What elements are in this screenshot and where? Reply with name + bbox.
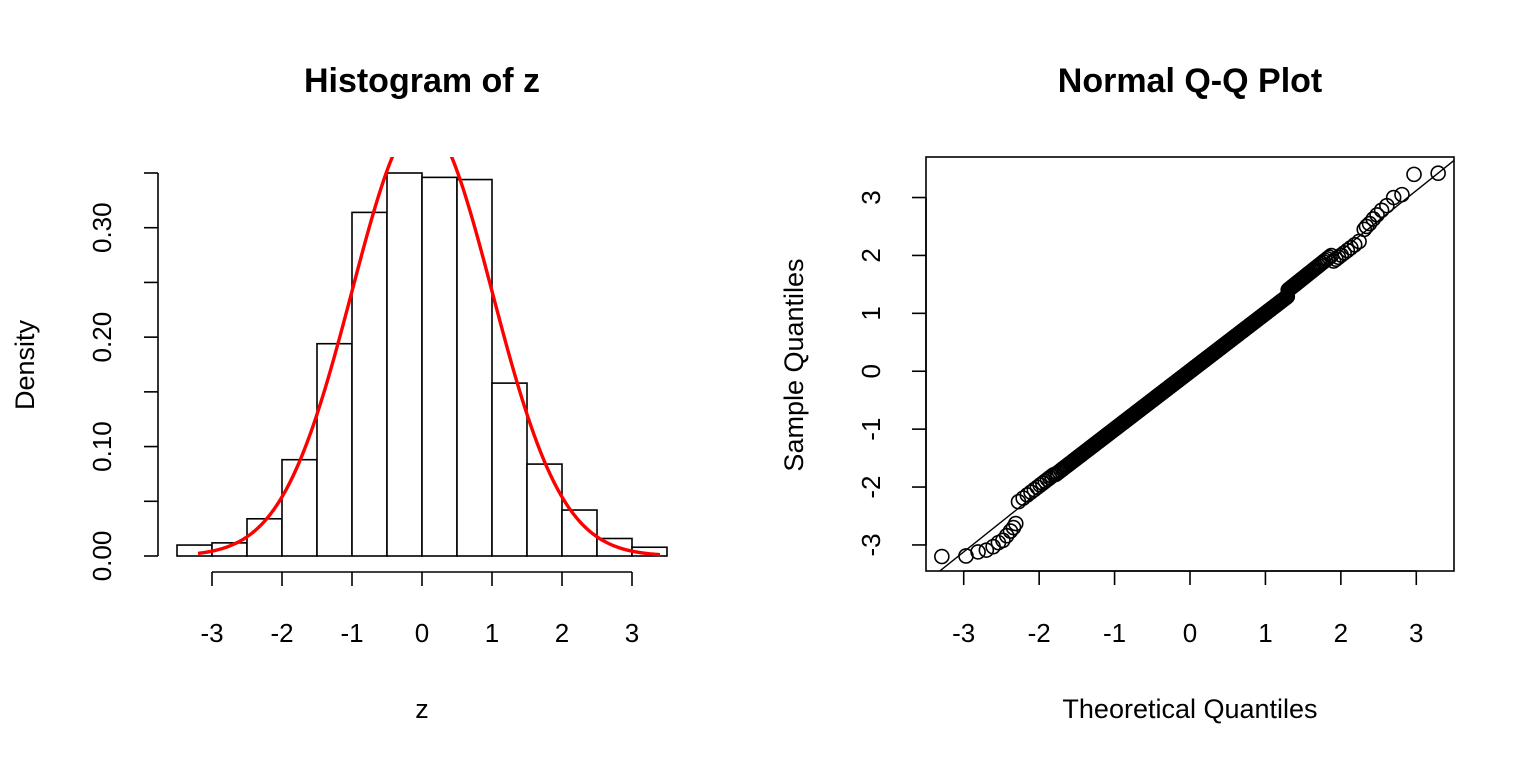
qq-point xyxy=(1373,202,1390,219)
qq-x-axis-label: Theoretical Quantiles xyxy=(1062,694,1317,724)
qq-plot-title: Normal Q-Q Plot xyxy=(1058,62,1322,100)
qq-y-tick-label: 3 xyxy=(856,190,886,204)
qq-x-tick-label: 2 xyxy=(1334,618,1348,648)
histogram-x-tick-label: -3 xyxy=(200,618,223,648)
density-curve xyxy=(197,157,661,557)
histogram-x-tick-label: 2 xyxy=(555,618,569,648)
histogram-y-tick-label: 0.00 xyxy=(87,531,117,582)
qq-y-tick-label: -2 xyxy=(856,475,886,498)
histogram-title: Histogram of z xyxy=(304,62,540,100)
histogram-bar xyxy=(246,517,283,557)
histogram-bar xyxy=(526,463,563,557)
qq-point xyxy=(1007,515,1024,532)
density-curve-layer xyxy=(197,157,661,557)
qq-point xyxy=(934,548,950,565)
histogram-x-tick-label: -2 xyxy=(270,618,293,648)
qq-point xyxy=(1394,186,1410,203)
histogram-y-tick-label: 0.10 xyxy=(87,421,117,472)
qq-points xyxy=(934,165,1446,565)
histogram-x-axis: -3 -2 -1 0 1 2 3 xyxy=(200,571,639,648)
histogram-x-tick-label: 0 xyxy=(415,618,429,648)
histogram-bar xyxy=(421,176,458,557)
qq-y-tick-label: -3 xyxy=(856,533,886,556)
qq-x-tick-label: -1 xyxy=(1103,618,1126,648)
qq-point xyxy=(995,532,1011,549)
qq-point xyxy=(1029,479,1046,496)
histogram-bar xyxy=(491,382,528,557)
histogram-bar xyxy=(281,458,318,557)
histogram-x-tick-label: -1 xyxy=(340,618,363,648)
qq-x-tick-label: 3 xyxy=(1409,618,1423,648)
histogram-x-tick-label: 3 xyxy=(625,618,639,648)
qq-point xyxy=(1321,249,1337,266)
histogram-bar xyxy=(386,172,423,557)
qq-x-tick-label: 0 xyxy=(1183,618,1197,648)
qq-point xyxy=(1015,490,1031,506)
qq-point xyxy=(1351,233,1367,250)
histogram-bar xyxy=(351,211,388,557)
histogram-x-tick-label: 1 xyxy=(485,618,499,648)
histogram-panel: Histogram of z z Density -3 -2 -1 0 1 2 3 0.00… xyxy=(10,62,668,724)
qq-point xyxy=(1346,237,1363,253)
qq-x-axis: -3 -2 -1 0 1 2 3 xyxy=(952,570,1424,648)
qq-y-tick-label: 0 xyxy=(856,364,886,378)
histogram-y-tick-label: 0.30 xyxy=(87,202,117,253)
qq-x-tick-label: 1 xyxy=(1258,618,1272,648)
qq-point xyxy=(970,544,986,560)
qq-y-tick-label: -1 xyxy=(856,418,886,441)
qq-point xyxy=(1385,189,1402,206)
qq-x-tick-label: -3 xyxy=(952,618,975,648)
qq-y-tick-label: 1 xyxy=(856,306,886,320)
qq-y-axis: -3 -2 -1 0 1 2 3 xyxy=(856,190,927,557)
histogram-bars xyxy=(176,172,668,557)
histogram-y-tick-label: 0.20 xyxy=(87,312,117,363)
histogram-bar xyxy=(316,342,353,557)
histogram-x-axis-label: z xyxy=(415,694,429,724)
qq-point xyxy=(1319,251,1335,267)
qq-y-tick-label: 2 xyxy=(856,248,886,262)
histogram-bar xyxy=(456,178,493,557)
qq-plot-panel: Normal Q-Q Plot Theoretical Quantiles Sa… xyxy=(779,62,1455,724)
qq-point xyxy=(1369,207,1385,223)
histogram-y-axis-label: Density xyxy=(10,319,40,410)
qq-x-tick-label: -2 xyxy=(1028,618,1051,648)
qq-point xyxy=(1430,165,1446,182)
qq-point xyxy=(1365,211,1382,227)
qq-point xyxy=(1406,166,1422,183)
qq-y-axis-label: Sample Quantiles xyxy=(779,258,809,471)
histogram-y-axis: 0.00 0.10 0.20 0.30 xyxy=(87,172,159,582)
